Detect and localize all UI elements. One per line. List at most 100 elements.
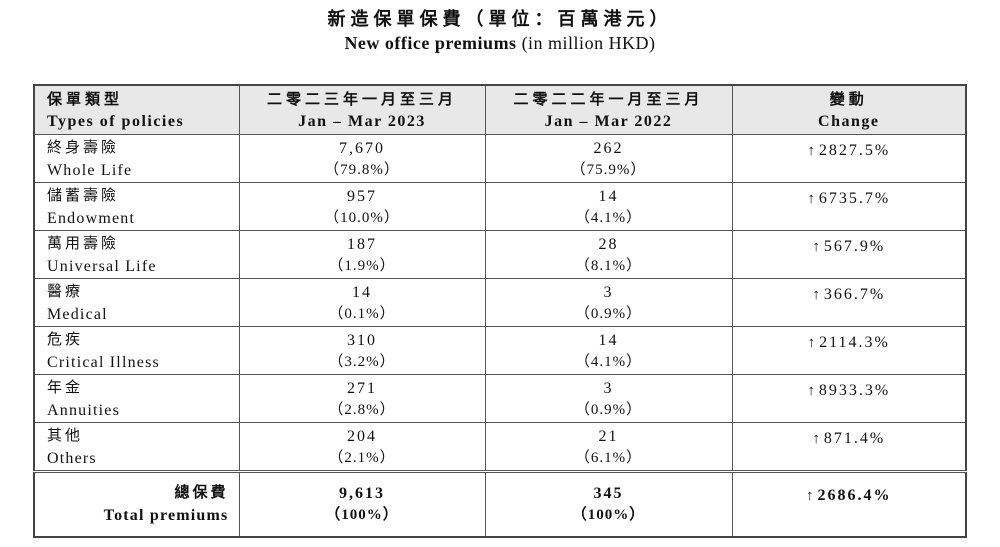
change-value: 567.9% — [823, 237, 886, 255]
policy-type-cell: 終身壽險 Whole Life — [33, 133, 240, 183]
total-label-en: Total premiums — [103, 506, 229, 524]
table-row-others: 其他 Others 204 （2.1%） 21 （6.1%） ↑ 871.4% — [33, 421, 967, 472]
total-change-cell: ↑ 2686.4% — [731, 469, 967, 538]
premium-2023-value: 204 — [347, 427, 377, 445]
policy-type-zh: 儲蓄壽險 — [47, 187, 120, 204]
policy-type-en: Medical — [47, 305, 108, 323]
premium-2023-cell: 310 （3.2%） — [238, 325, 486, 375]
policy-type-cell: 年金 Annuities — [33, 373, 240, 423]
premium-2022-percent: （0.9%） — [574, 401, 643, 418]
premium-2023-percent: （2.8%） — [328, 401, 396, 418]
premium-2023-cell: 187 （1.9%） — [238, 229, 486, 279]
change-cell: ↑ 2114.3% — [731, 325, 967, 375]
policy-type-zh: 年金 — [47, 379, 84, 396]
header-2023-en: Jan – Mar 2023 — [298, 113, 426, 130]
policy-type-cell: 儲蓄壽險 Endowment — [33, 181, 240, 231]
premium-2023-value: 14 — [352, 283, 372, 301]
table-row-total-premiums: 總保費 Total premiums 9,613 （100%） 345 （100… — [33, 469, 967, 538]
title-english-bold: New office premiums — [344, 33, 517, 53]
premium-2022-cell: 21 （6.1%） — [484, 421, 733, 472]
title-chinese: 新造保單保費（單位：百萬港元） — [327, 9, 673, 29]
up-arrow-icon: ↑ — [807, 190, 815, 207]
total-2022-value: 345 — [593, 484, 624, 502]
premium-2023-percent: （10.0%） — [324, 209, 400, 226]
up-arrow-icon: ↑ — [807, 142, 815, 159]
premium-2022-cell: 28 （8.1%） — [484, 229, 733, 279]
total-2022-percent: （100%） — [571, 506, 646, 523]
header-change-zh: 變動 — [829, 92, 868, 108]
premium-2022-value: 3 — [603, 379, 614, 397]
table-row-endowment: 儲蓄壽險 Endowment 957 （10.0%） 14 （4.1%） ↑ 67… — [33, 181, 967, 231]
total-label-zh: 總保費 — [174, 484, 229, 501]
header-types-en: Types of policies — [47, 113, 185, 130]
premium-2023-percent: （79.8%） — [324, 161, 400, 178]
policy-type-zh: 危疾 — [47, 331, 84, 348]
premium-2023-cell: 14 （0.1%） — [238, 277, 486, 327]
up-arrow-icon: ↑ — [807, 334, 816, 351]
premium-2023-cell: 957 （10.0%） — [238, 181, 486, 231]
premium-2023-value: 187 — [347, 235, 377, 253]
premium-2022-percent: （4.1%） — [574, 353, 643, 370]
premium-2023-percent: （3.2%） — [328, 353, 396, 370]
policy-type-en: Others — [47, 449, 97, 467]
premium-2022-value: 14 — [598, 331, 619, 349]
policy-type-en: Annuities — [47, 401, 121, 419]
premium-2023-value: 7,670 — [339, 139, 385, 157]
change-value: 6735.7% — [818, 189, 891, 207]
total-2023-percent: （100%） — [325, 506, 399, 523]
header-types-zh: 保單類型 — [47, 92, 124, 108]
premium-2022-value: 21 — [598, 427, 619, 445]
policy-type-zh: 其他 — [47, 427, 84, 444]
change-value: 366.7% — [823, 285, 886, 303]
policy-type-en: Critical Illness — [47, 353, 160, 371]
premium-2022-percent: （4.1%） — [574, 209, 643, 226]
policy-type-en: Universal Life — [47, 257, 157, 275]
premium-2023-cell: 7,670 （79.8%） — [238, 133, 486, 183]
policy-type-zh: 萬用壽險 — [47, 235, 120, 252]
premium-2022-cell: 14 （4.1%） — [484, 181, 733, 231]
change-cell: ↑ 567.9% — [731, 229, 967, 279]
up-arrow-icon: ↑ — [807, 382, 815, 399]
header-2022-en: Jan – Mar 2022 — [544, 113, 673, 130]
change-cell: ↑ 8933.3% — [731, 373, 967, 423]
header-types-of-policies: 保單類型 Types of policies — [33, 84, 240, 135]
page-title: 新造保單保費（單位：百萬港元） New office premiums (in … — [0, 7, 1000, 56]
policy-type-en: Whole Life — [47, 161, 133, 179]
policy-type-cell: 其他 Others — [33, 421, 240, 472]
table-row-medical: 醫療 Medical 14 （0.1%） 3 （0.9%） ↑ 366.7% — [33, 277, 967, 327]
premium-2022-value: 262 — [593, 139, 624, 157]
premium-2023-value: 957 — [347, 187, 377, 205]
change-cell: ↑ 6735.7% — [731, 181, 967, 231]
up-arrow-icon: ↑ — [806, 487, 814, 504]
table-row-annuities: 年金 Annuities 271 （2.8%） 3 （0.9%） ↑ 8933.3… — [33, 373, 967, 423]
premium-2023-percent: （2.1%） — [328, 449, 396, 466]
table-row-whole-life: 終身壽險 Whole Life 7,670 （79.8%） 262 （75.9%… — [33, 133, 967, 183]
policy-type-en: Endowment — [47, 209, 136, 227]
premium-2023-value: 310 — [347, 331, 377, 349]
change-value: 2827.5% — [818, 141, 891, 159]
premium-2022-value: 3 — [603, 283, 614, 301]
up-arrow-icon: ↑ — [812, 430, 820, 447]
premium-2022-cell: 3 （0.9%） — [484, 277, 733, 327]
header-jan-mar-2023: 二零二三年一月至三月 Jan – Mar 2023 — [238, 84, 486, 135]
premium-2022-value: 28 — [598, 235, 619, 253]
premium-2023-cell: 271 （2.8%） — [238, 373, 486, 423]
header-2023-zh: 二零二三年一月至三月 — [266, 92, 457, 108]
change-cell: ↑ 871.4% — [731, 421, 967, 472]
table-header-row: 保單類型 Types of policies 二零二三年一月至三月 Jan – … — [33, 84, 967, 135]
total-label-cell: 總保費 Total premiums — [33, 469, 240, 538]
premium-2023-cell: 204 （2.1%） — [238, 421, 486, 472]
up-arrow-icon: ↑ — [812, 286, 820, 303]
premium-2023-percent: （0.1%） — [328, 305, 396, 322]
premium-2022-value: 14 — [598, 187, 619, 205]
change-cell: ↑ 366.7% — [731, 277, 967, 327]
policy-type-cell: 醫療 Medical — [33, 277, 240, 327]
total-2023-value: 9,613 — [339, 484, 385, 502]
policy-type-zh: 終身壽險 — [47, 139, 120, 156]
change-value: 2114.3% — [819, 333, 890, 351]
policy-type-cell: 危疾 Critical Illness — [33, 325, 240, 375]
total-2023-cell: 9,613 （100%） — [238, 469, 486, 538]
total-2022-cell: 345 （100%） — [484, 469, 733, 538]
policy-type-zh: 醫療 — [47, 283, 84, 300]
header-jan-mar-2022: 二零二二年一月至三月 Jan – Mar 2022 — [484, 84, 733, 135]
